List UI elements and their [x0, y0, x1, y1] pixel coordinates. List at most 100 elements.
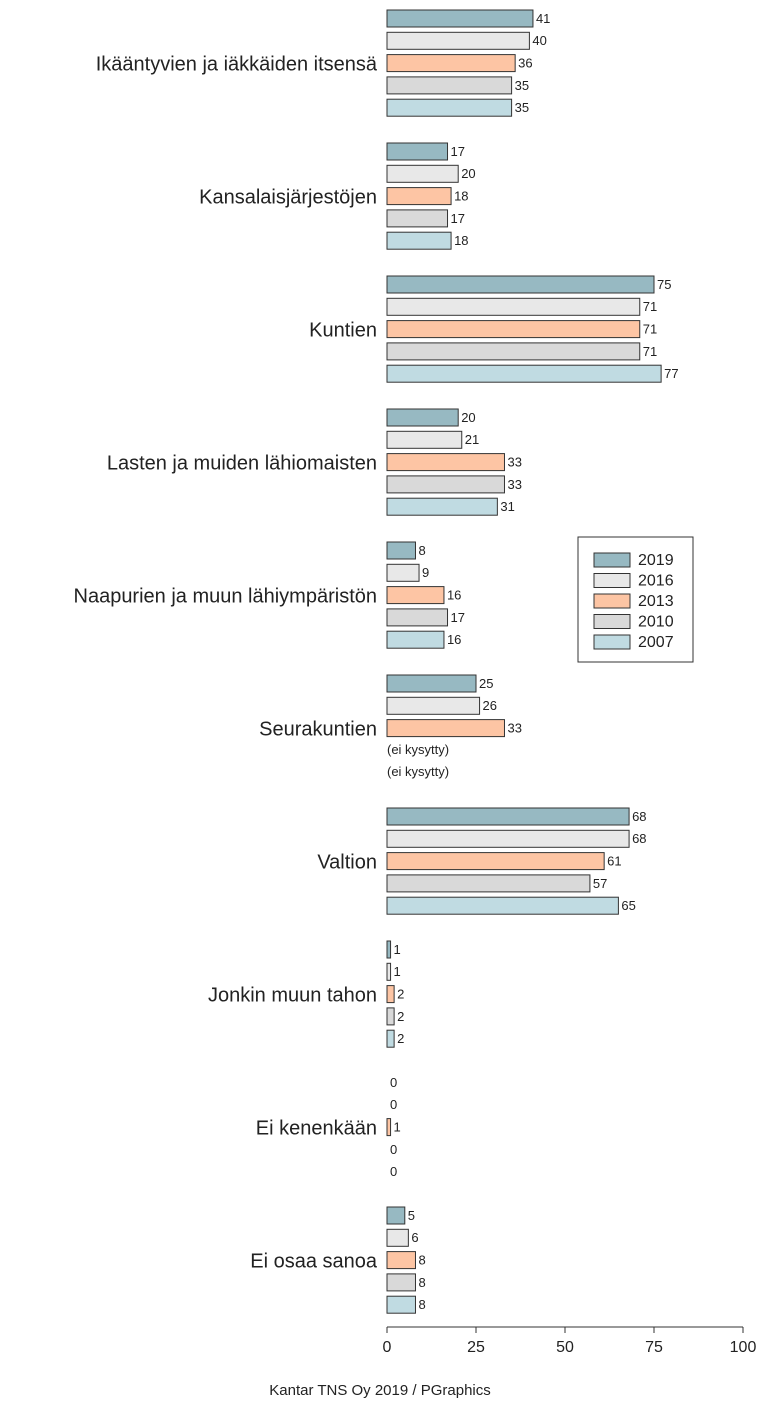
bar	[386, 76, 513, 95]
bar	[386, 696, 481, 715]
bar	[386, 630, 445, 649]
bar	[386, 54, 516, 73]
footer: Kantar TNS Oy 2019 / PGraphics	[269, 1382, 491, 1399]
bar	[386, 142, 449, 161]
value-label: 71	[643, 344, 657, 359]
value-label: 8	[418, 1297, 425, 1312]
value-label: 65	[621, 898, 635, 913]
bar	[386, 940, 392, 959]
x-tick-label: 50	[556, 1339, 574, 1356]
category-label: Ei osaa sanoa	[250, 1250, 378, 1272]
value-label: 2	[397, 987, 404, 1002]
value-label: 1	[394, 964, 401, 979]
x-tick-label: 25	[467, 1339, 485, 1356]
bar	[386, 586, 445, 605]
value-label: 16	[447, 632, 461, 647]
value-label: 20	[461, 166, 475, 181]
value-label: (ei kysytty)	[387, 764, 449, 779]
bar	[386, 98, 513, 117]
bar	[386, 320, 641, 339]
x-tick-label: 0	[383, 1339, 392, 1356]
category-label: Kansalaisjärjestöjen	[199, 186, 377, 208]
bar	[386, 962, 392, 981]
legend-swatch	[593, 614, 631, 629]
value-label: 8	[418, 1275, 425, 1290]
bar	[386, 896, 619, 915]
value-label: 8	[418, 1253, 425, 1268]
value-label: 68	[632, 831, 646, 846]
value-label: 40	[532, 33, 546, 48]
value-label: 20	[461, 410, 475, 425]
legend-label: 2013	[638, 593, 674, 610]
value-label: 2	[397, 1031, 404, 1046]
bar	[386, 1273, 416, 1292]
value-label: 57	[593, 876, 607, 891]
category-label: Naapurien ja muun lähiympäristön	[74, 585, 378, 607]
bar	[386, 209, 449, 228]
category-label: Kuntien	[309, 319, 377, 341]
value-label: 1	[394, 1120, 401, 1135]
bar	[386, 342, 641, 361]
value-label: 36	[518, 56, 532, 71]
value-label: (ei kysytty)	[387, 742, 449, 757]
legend-swatch	[593, 634, 631, 650]
value-label: 21	[465, 432, 479, 447]
value-label: 0	[390, 1075, 397, 1090]
bar	[386, 1007, 395, 1026]
bar	[386, 852, 605, 871]
bar	[386, 9, 534, 28]
value-label: 31	[500, 499, 514, 514]
bar	[386, 231, 452, 250]
value-label: 71	[643, 322, 657, 337]
value-label: 77	[664, 366, 678, 381]
legend-label: 2016	[638, 573, 674, 590]
value-label: 33	[507, 455, 521, 470]
bar	[386, 408, 459, 427]
value-label: 2	[397, 1009, 404, 1024]
value-label: 33	[507, 477, 521, 492]
value-label: 1	[394, 942, 401, 957]
value-label: 0	[390, 1142, 397, 1157]
bar	[386, 674, 477, 693]
bar	[386, 563, 420, 582]
bar	[386, 297, 641, 316]
value-label: 5	[408, 1208, 415, 1223]
bar	[386, 719, 505, 738]
value-label: 75	[657, 277, 671, 292]
bar	[386, 1118, 392, 1137]
bar	[386, 807, 630, 826]
bar	[386, 497, 498, 516]
value-label: 26	[483, 698, 497, 713]
bar	[386, 31, 530, 50]
value-label: 35	[515, 78, 529, 93]
legend-label: 2019	[638, 552, 674, 569]
bar	[386, 985, 395, 1004]
bar	[386, 364, 662, 383]
bar	[386, 1206, 406, 1225]
legend-label: 2010	[638, 614, 674, 631]
value-label: 0	[390, 1164, 397, 1179]
bar	[386, 874, 591, 893]
legend-swatch	[593, 573, 631, 588]
legend-swatch	[593, 593, 631, 609]
category-label: Jonkin muun tahon	[208, 984, 377, 1006]
category-label: Lasten ja muiden lähiomaisten	[107, 452, 377, 474]
value-label: 9	[422, 565, 429, 580]
category-label: Ei kenenkään	[256, 1117, 377, 1139]
x-tick-label: 100	[730, 1339, 757, 1356]
category-label: Valtion	[317, 851, 377, 873]
value-label: 17	[451, 211, 465, 226]
value-label: 35	[515, 100, 529, 115]
value-label: 16	[447, 588, 461, 603]
bar	[386, 1251, 416, 1270]
value-label: 71	[643, 299, 657, 314]
value-label: 18	[454, 189, 468, 204]
value-label: 17	[451, 144, 465, 159]
bar	[386, 608, 449, 627]
value-label: 25	[479, 676, 493, 691]
value-label: 33	[507, 721, 521, 736]
value-label: 0	[390, 1097, 397, 1112]
value-label: 41	[536, 11, 550, 26]
bar	[386, 164, 459, 183]
